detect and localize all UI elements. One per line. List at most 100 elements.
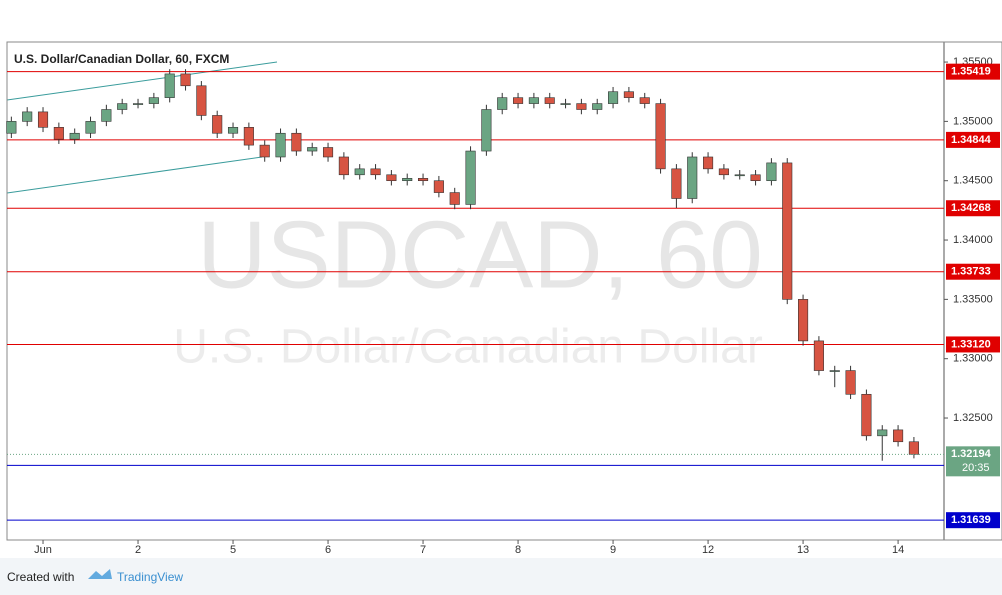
level-tag: [946, 512, 1000, 529]
candle-body: [275, 132, 286, 158]
y-tick-label: 1.35000: [953, 115, 993, 127]
footer-brand[interactable]: TradingView: [117, 570, 183, 584]
candle-body: [196, 85, 207, 116]
frame: [6, 41, 1002, 541]
candle-body: [417, 178, 429, 182]
last-price-time: 20:35: [962, 462, 990, 474]
candle-body: [433, 180, 444, 193]
candle-body: [639, 97, 650, 104]
candle-body: [671, 168, 682, 199]
candle-body: [766, 162, 777, 182]
x-tick-label: 8: [515, 544, 521, 556]
candle-body: [813, 340, 824, 371]
candle-body: [449, 192, 460, 205]
y-tick-label: 1.34500: [953, 175, 993, 187]
y-tick-label: 1.33500: [953, 293, 993, 305]
last-price-tag: [946, 446, 1000, 477]
candle-body: [623, 91, 634, 98]
candle-body: [85, 121, 96, 134]
footer-text: Created with: [7, 570, 74, 584]
candle-body: [69, 132, 80, 140]
candle-body: [148, 97, 159, 104]
x-tick-label: 6: [325, 544, 331, 556]
candle-body: [291, 132, 302, 152]
candle-body: [101, 109, 112, 122]
watermark: USDCAD, 60: [197, 201, 763, 308]
candle-body: [132, 103, 144, 105]
candle-body: [117, 103, 128, 110]
level-label: 1.35419: [951, 66, 991, 78]
candle-body: [53, 127, 64, 140]
candle-body: [560, 103, 571, 105]
level-label: 1.33120: [951, 338, 991, 350]
candle-body: [164, 73, 175, 98]
candle-body: [338, 156, 349, 176]
level-label: 1.34844: [951, 134, 992, 146]
candle-body: [687, 156, 698, 199]
candle-body: [322, 147, 334, 158]
level-tag: [946, 336, 1000, 353]
x-tick-label: 5: [230, 544, 236, 556]
candle-body: [465, 150, 476, 205]
x-tick-label: 13: [797, 544, 809, 556]
logo-icon: [88, 569, 112, 579]
x-tick-label: 7: [420, 544, 426, 556]
candle-body: [22, 111, 33, 122]
y-tick-label: 1.32500: [953, 412, 993, 424]
x-tick-label: Jun: [34, 544, 52, 556]
candle-body: [227, 127, 239, 134]
level-label: 1.33733: [951, 266, 991, 278]
candle-body: [608, 91, 619, 104]
candle-body: [243, 127, 254, 146]
candle-body: [354, 168, 365, 176]
candle-body: [703, 156, 714, 170]
candle-body: [259, 144, 270, 158]
candle-body: [6, 121, 17, 134]
candle-body: [592, 103, 603, 110]
level-tag: [946, 200, 1000, 217]
candle-body: [782, 162, 793, 300]
candle-body: [386, 174, 397, 182]
trend-line: [6, 156, 263, 194]
candle-body: [370, 168, 381, 176]
watermark-subtitle: U.S. Dollar/Canadian Dollar: [173, 321, 763, 374]
candle-body: [893, 429, 904, 443]
candle-body: [180, 73, 191, 87]
candle-body: [307, 147, 318, 152]
candle-body: [845, 370, 856, 395]
level-label: 1.31639: [951, 514, 991, 526]
candle-body: [576, 103, 587, 110]
candle-body: [798, 299, 809, 342]
level-label: 1.34268: [951, 202, 991, 214]
x-tick-label: 2: [135, 544, 141, 556]
candle-body: [513, 97, 524, 104]
x-tick-label: 9: [610, 544, 616, 556]
y-tick-label: 1.34000: [953, 234, 993, 246]
chart-title: U.S. Dollar/Canadian Dollar, 60, FXCM: [14, 52, 229, 66]
candle-body: [908, 441, 919, 455]
candle-body: [544, 97, 555, 104]
candle-body: [655, 103, 666, 170]
footer-bar: [0, 558, 1002, 595]
last-price-label: 1.32194: [951, 448, 992, 460]
level-tag: [946, 63, 1000, 80]
candle-body: [718, 168, 729, 176]
y-tick-label: 1.33000: [953, 353, 993, 365]
candle-body: [481, 109, 492, 152]
candle-body: [877, 429, 888, 437]
level-tag: [946, 131, 1000, 148]
candle-body: [212, 115, 223, 134]
candle-body: [829, 370, 840, 372]
x-tick-label: 12: [702, 544, 714, 556]
candle-body: [861, 393, 872, 437]
candle-body: [497, 97, 508, 110]
candle-body: [750, 174, 761, 182]
candle-body: [734, 174, 745, 177]
candle-body: [402, 178, 413, 182]
logo: [88, 569, 112, 579]
candle-body: [528, 97, 539, 104]
candle-body: [37, 111, 49, 128]
x-tick-label: 14: [892, 544, 904, 556]
